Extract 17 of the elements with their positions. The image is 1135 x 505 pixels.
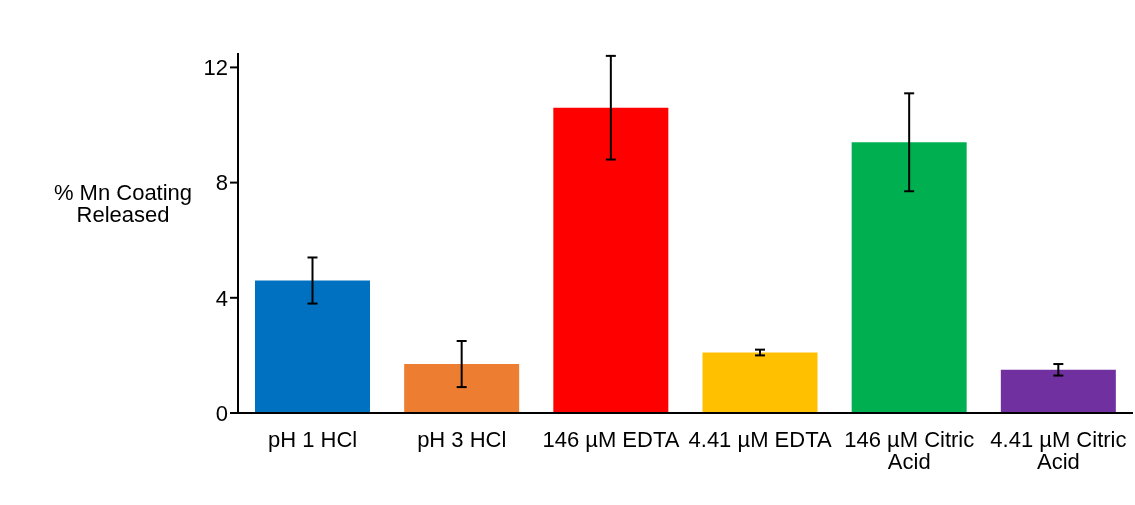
y-tick-label: 12 [203,55,228,81]
y-axis-title: % Mn Coating Released [53,179,193,227]
y-tick-label: 4 [215,285,228,311]
y-tick-label: 8 [215,170,228,196]
x-tick-label: 146 µM Citric Acid [844,426,975,474]
bar [1000,369,1116,413]
x-tick-label: 4.41 µM EDTA [688,426,832,452]
bar [702,352,818,413]
y-tick-label: 0 [215,400,228,426]
bar [404,364,520,413]
bar [255,280,370,413]
x-tick-label: pH 1 HCl [267,426,358,452]
bar [851,142,967,413]
x-tick-label: 4.41 µM Citric Acid [990,426,1127,474]
x-tick-label: 146 µM EDTA [542,426,680,452]
bar [553,107,669,413]
x-tick-label: pH 3 HCl [417,426,507,452]
